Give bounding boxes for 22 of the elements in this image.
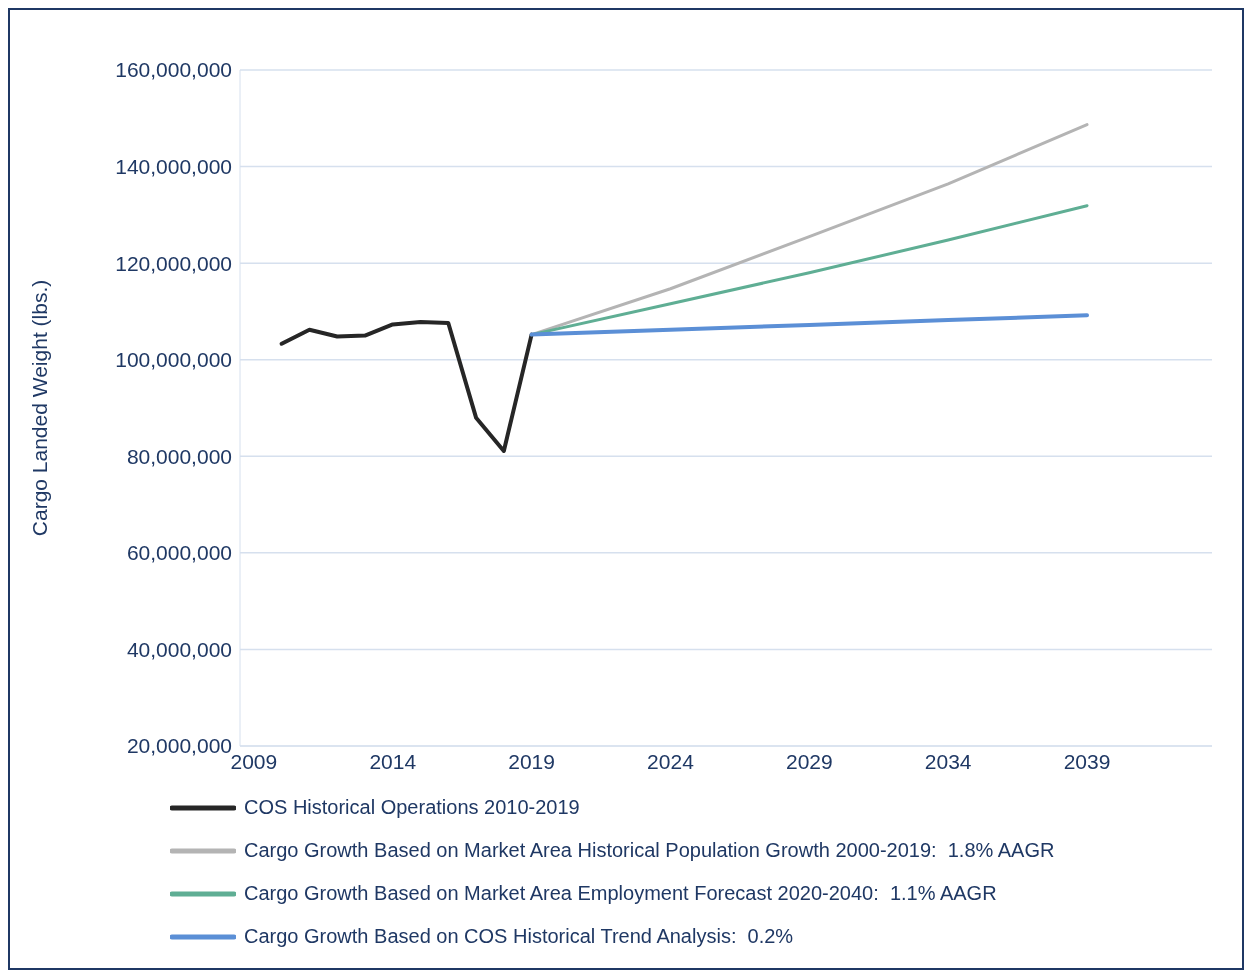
- legend-label: COS Historical Operations 2010-2019: [244, 796, 580, 819]
- y-axis-title: Cargo Landed Weight (lbs.): [28, 279, 52, 537]
- legend-label: Cargo Growth Based on Market Area Employment Forecast 2020-2040: 1.1% AAGR: [244, 882, 997, 905]
- y-tick-label: 40,000,000: [126, 637, 232, 661]
- y-tick-label: 100,000,000: [115, 348, 232, 372]
- x-tick-label: 2019: [508, 749, 555, 773]
- legend-label: Cargo Growth Based on COS Historical Trend Analysis: 0.2%: [244, 925, 794, 948]
- legend-label: Cargo Growth Based on Market Area Historical Population Growth 2000-2019: 1.8% AAGR: [244, 839, 1055, 862]
- y-tick-label: 120,000,000: [115, 251, 232, 275]
- line-series: [529, 313, 1090, 337]
- x-tick-label: 2009: [230, 749, 278, 773]
- y-tick-label: 60,000,000: [126, 541, 232, 565]
- x-tick-label: 2039: [1063, 749, 1111, 773]
- y-tick-label: 160,000,000: [115, 58, 232, 82]
- x-tick-label: 2029: [785, 749, 833, 773]
- x-tick-label: 2024: [647, 749, 695, 773]
- x-tick-label: 2014: [369, 749, 417, 773]
- x-tick-label: 2034: [924, 749, 972, 773]
- y-tick-label: 20,000,000: [126, 734, 232, 758]
- y-tick-label: 80,000,000: [126, 444, 232, 468]
- y-tick-label: 140,000,000: [115, 155, 232, 179]
- line-series: [279, 320, 534, 453]
